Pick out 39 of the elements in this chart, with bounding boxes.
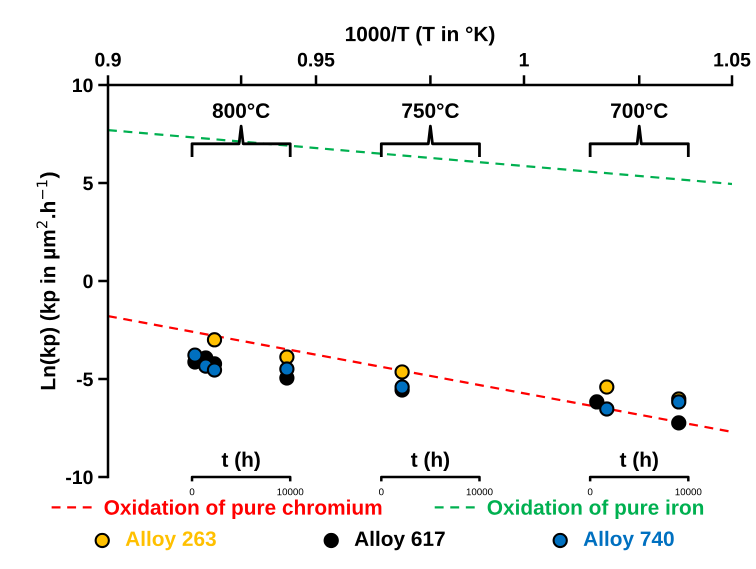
y-axis-title: Ln(kp) (kp in µm$^{2}$.h$^{−1}$) — [36, 172, 60, 390]
text: 0 — [588, 488, 592, 496]
text: 0 — [378, 488, 384, 496]
legend-label: Oxidation of pure iron — [488, 500, 704, 519]
point — [671, 415, 686, 431]
x-tick-label: 0.95 — [298, 52, 334, 67]
point — [187, 347, 203, 363]
annotation: 700°C — [611, 103, 668, 118]
annotation: 800°C — [212, 103, 270, 118]
y-tick-label: -10 — [66, 470, 93, 484]
y-tick-label: 0 — [83, 274, 93, 288]
y-tick-label: 10 — [73, 78, 93, 92]
legend-label: Alloy 617 — [354, 530, 445, 550]
x-tick-label: 1.05 — [714, 52, 750, 67]
annotation: 750°C — [402, 103, 459, 118]
text: 10000 — [676, 488, 702, 496]
point — [394, 379, 410, 395]
text: 0 — [190, 488, 194, 496]
annotation: t (h) — [620, 452, 658, 472]
text: 10000 — [466, 488, 493, 496]
annotation: t (h) — [222, 452, 260, 472]
point — [599, 379, 614, 395]
x-axis-title: 1000/T (T in °K) — [346, 26, 494, 46]
annotation: t (h) — [410, 452, 450, 472]
point — [394, 364, 410, 380]
point — [206, 362, 222, 378]
legend-label: Oxidation of pure chromium — [104, 500, 382, 519]
y-tick-label: -5 — [76, 372, 93, 386]
text: 10000 — [277, 488, 304, 496]
point — [599, 401, 614, 417]
x-tick-label: 0.9 — [95, 52, 121, 67]
point — [589, 394, 604, 410]
point — [671, 394, 686, 410]
legend-label: Alloy 740 — [584, 530, 674, 550]
y-tick-label: 5 — [83, 176, 93, 190]
point — [279, 349, 295, 365]
point — [206, 332, 222, 348]
x-tick-label: 1 — [520, 53, 529, 66]
legend-label: Alloy 263 — [126, 530, 216, 550]
